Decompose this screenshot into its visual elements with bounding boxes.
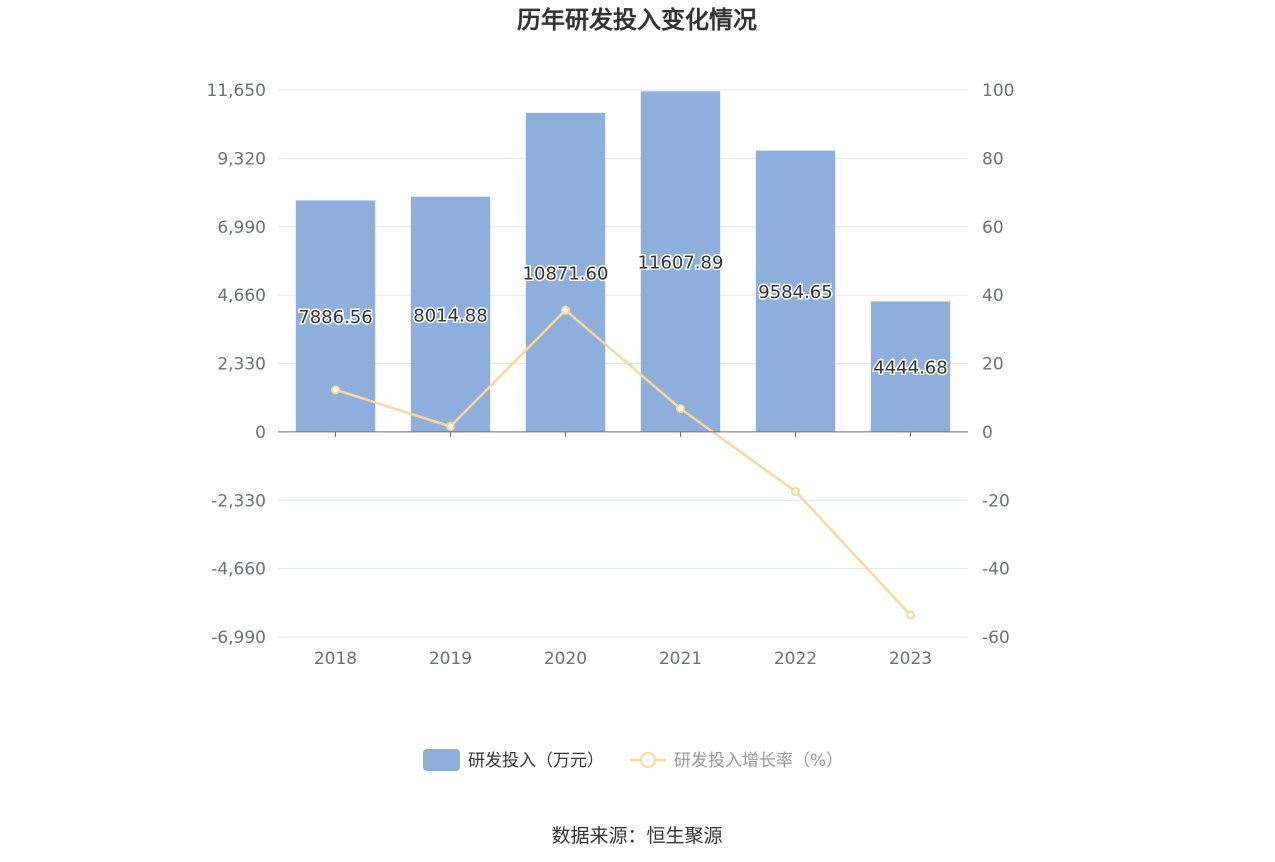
x-tick-label: 2020 [544,649,587,669]
y-left-tick-label: 6,990 [217,218,266,238]
growth-point [561,305,570,315]
growth-point [791,486,800,496]
legend-label-line: 研发投入增长率（%） [674,751,843,771]
x-tick-label: 2019 [429,649,472,669]
bar [525,112,606,432]
bar [870,301,951,432]
x-tick-label: 2021 [659,649,702,669]
growth-point [906,610,915,620]
line-series [331,305,915,620]
x-tick-label: 2018 [314,649,357,669]
y-right-tick-label: -60 [982,628,1010,648]
chart-title: 历年研发投入变化情况 [517,6,757,34]
bar [410,196,491,432]
y-right-tick-label: -40 [982,560,1010,580]
y-left-tick-label: -6,990 [211,628,266,648]
y-left-tick-label: -2,330 [211,491,266,511]
growth-point [676,404,685,414]
y-left-tick-label: 2,330 [217,355,266,375]
bar-value-label: 10871.60 [523,263,609,284]
y-right-tick-label: 0 [982,423,993,443]
legend-item-line[interactable]: 研发投入增长率（%） [630,751,843,771]
y-right-tick-label: -20 [982,491,1010,511]
legend[interactable]: 研发投入（万元） 研发投入增长率（%） [423,749,843,771]
bar-value-label: 9584.65 [758,282,832,303]
y-right-tick-label: 60 [982,218,1004,238]
bar [755,150,836,432]
legend-item-bar[interactable]: 研发投入（万元） [423,749,604,771]
y-left-tick-label: 4,660 [217,286,266,306]
y-right-tick-label: 20 [982,355,1004,375]
legend-swatch-bar [423,749,460,771]
bar [640,91,721,432]
x-tick-label: 2022 [774,649,817,669]
x-tick-label: 2023 [889,649,932,669]
bar-value-label: 8014.88 [413,305,487,326]
bar-value-label: 7886.56 [298,307,372,328]
growth-line [335,308,912,616]
y-left-tick-label: -4,660 [211,560,266,580]
data-labels: 7886.56 8014.88 10871.60 11607.89 9584.65 444… [297,251,949,380]
legend-swatch-point [640,752,656,768]
y-left-tick-label: 11,650 [207,81,266,101]
bar-value-label: 11607.89 [638,253,724,274]
growth-point [446,421,455,431]
source-note: 数据来源：恒生聚源 [551,825,722,847]
y-left-tick-label: 9,320 [217,149,266,169]
y-right-tick-label: 40 [982,286,1004,306]
y-left-tick-label: 0 [255,423,266,443]
axes: 11,650 100 9,320 80 6,990 60 4,660 40 2,330 20 0 0 -… [207,81,1015,669]
bar-value-label: 4444.68 [873,358,947,379]
bars [295,91,951,432]
y-right-tick-label: 80 [982,149,1004,169]
growth-point [331,385,340,395]
y-right-tick-label: 100 [982,81,1014,101]
grid [278,89,968,638]
legend-label-bar: 研发投入（万元） [468,751,604,771]
